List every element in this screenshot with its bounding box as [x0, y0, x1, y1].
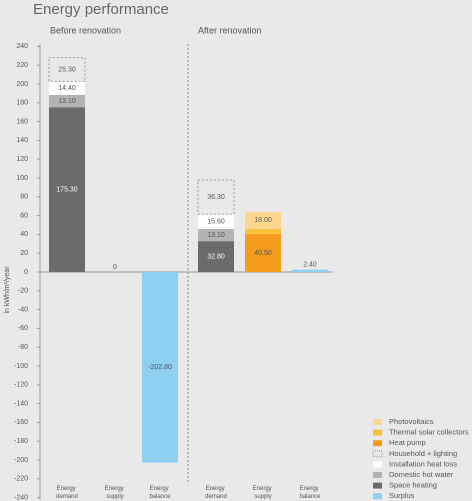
group-label: After renovation — [198, 25, 262, 35]
value-label: 0 — [113, 264, 117, 271]
bar-segment — [245, 211, 281, 229]
legend-swatch — [373, 461, 382, 468]
x-tick-label: Energy demand — [56, 486, 78, 500]
legend-label: Space heating — [389, 481, 437, 490]
y-tick-label: 120 — [16, 156, 28, 163]
y-tick-label: -20 — [18, 288, 28, 295]
legend-label: Heat pump — [389, 438, 426, 447]
value-label: 40.50 — [254, 250, 272, 257]
value-label: 2.40 — [303, 262, 317, 269]
legend-label: Domestic hot water — [389, 470, 454, 479]
legend-label: Photovoltaics — [389, 417, 434, 426]
y-tick-label: 100 — [16, 175, 28, 182]
y-tick-label: 220 — [16, 62, 28, 69]
y-tick-label: -60 — [18, 325, 28, 332]
legend-swatch — [373, 440, 382, 447]
y-tick-label: 160 — [16, 118, 28, 125]
bar-segment — [198, 214, 234, 229]
value-label: 25.30 — [58, 66, 76, 73]
x-tick-label: Energy balance — [299, 486, 321, 500]
y-tick-label: 60 — [20, 212, 28, 219]
y-tick-label: -140 — [14, 400, 28, 407]
y-tick-label: 140 — [16, 137, 28, 144]
chart-title: Energy performance — [33, 1, 169, 18]
y-tick-label: -180 — [14, 438, 28, 445]
y-tick-label: -120 — [14, 382, 28, 389]
y-tick-label: 40 — [20, 231, 28, 238]
legend-label: Installation heat loss — [389, 459, 457, 468]
legend-swatch — [373, 429, 382, 436]
value-label: 13.10 — [58, 98, 76, 105]
value-label: 36.30 — [207, 194, 225, 201]
bar-segment — [197, 179, 235, 215]
y-tick-label: -80 — [18, 344, 28, 351]
bar-segment — [49, 107, 85, 272]
bar-segment — [48, 57, 86, 82]
value-label: 175.30 — [56, 186, 78, 193]
y-axis-label: in kWh/m²/year — [4, 266, 11, 314]
y-tick-label: -220 — [14, 476, 28, 483]
bar-segment — [292, 269, 328, 272]
bar-segment — [49, 81, 85, 95]
group-label: Before renovation — [50, 25, 121, 35]
y-tick-label: 200 — [16, 81, 28, 88]
legend-swatch — [372, 450, 383, 458]
value-label: 15.60 — [207, 218, 225, 225]
x-tick-label: Energy supply — [253, 486, 274, 500]
legend-swatch — [373, 493, 382, 500]
y-tick-label: 240 — [16, 43, 28, 50]
value-label: 13.10 — [207, 232, 225, 239]
y-tick-label: -40 — [18, 306, 28, 313]
value-label: -202.80 — [148, 364, 172, 371]
value-label: 32.80 — [207, 253, 225, 260]
legend-label: Surplus — [389, 491, 415, 500]
y-tick-label: -200 — [14, 457, 28, 464]
legend-swatch — [373, 472, 382, 478]
legend-swatch — [373, 482, 382, 489]
x-tick-label: Energy demand — [205, 486, 227, 500]
y-tick-label: -160 — [14, 419, 28, 426]
value-label: 14.40 — [58, 85, 76, 92]
x-tick-label: Energy balance — [149, 486, 171, 500]
y-tick-label: -240 — [14, 494, 28, 501]
y-tick-label: 0 — [24, 269, 28, 276]
bar-segment — [245, 228, 281, 234]
bar-segment — [198, 228, 234, 242]
value-label: 18.00 — [254, 217, 272, 224]
x-tick-label: Energy supply — [105, 486, 126, 500]
legend-label: Household + lighting — [389, 449, 457, 458]
legend-label: Thermal solar collectors — [389, 428, 469, 437]
y-tick-label: -100 — [14, 363, 28, 370]
legend-swatch — [373, 419, 382, 425]
y-tick-label: 20 — [20, 250, 28, 257]
bar-segment — [142, 272, 178, 463]
bar-segment — [49, 94, 85, 108]
bar-segment — [198, 241, 234, 272]
y-tick-label: 180 — [16, 100, 28, 107]
bar-segment — [245, 233, 281, 272]
y-tick-label: 80 — [20, 194, 28, 201]
